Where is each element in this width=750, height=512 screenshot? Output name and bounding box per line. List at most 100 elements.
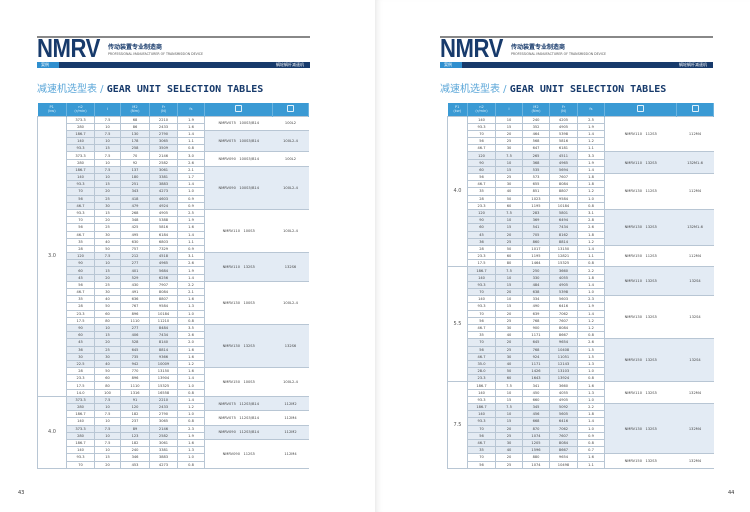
value-cell: 7607: [549, 316, 578, 325]
value-cell: 35: [467, 331, 496, 340]
value-cell: 20: [495, 287, 523, 297]
value-cell: 40: [94, 237, 121, 246]
model: NMRV130: [624, 426, 643, 431]
value-cell: 7.5: [495, 402, 523, 412]
table-row: 280 10 123 2582 1.9: [38, 431, 309, 440]
value-cell: 68: [120, 115, 150, 124]
value-cell: 258: [120, 144, 150, 153]
value-cell: 35: [467, 446, 496, 455]
value-cell: 1.2: [177, 402, 205, 412]
value-cell: 373.3: [66, 424, 95, 433]
value-cell: 56: [66, 280, 95, 290]
value-cell: 10: [94, 431, 121, 440]
model: NMRV075: [218, 121, 236, 126]
value-cell: 3061: [149, 165, 178, 175]
table-row: 28 50 1023 9584 1.0: [448, 194, 714, 203]
table-row: 60 15 541 7434 2.6: [448, 223, 714, 232]
value-cell: 25: [495, 316, 523, 325]
model-cell: NMRV090 100S5/B14: [204, 165, 273, 210]
value-cell: 186.7: [66, 410, 95, 419]
value-cell: 20: [94, 216, 121, 225]
value-cell: 1.4: [177, 180, 205, 189]
value-cell: 13103: [549, 367, 578, 376]
table-row: 90 10 277 4965 2.6: [38, 259, 309, 268]
value-cell: 20: [94, 187, 121, 196]
value-cell: 9584: [549, 194, 578, 203]
value-cell: 25: [495, 431, 523, 440]
value-cell: 186.7: [467, 402, 496, 412]
value-cell: 4924: [149, 201, 178, 210]
value-cell: 15: [495, 280, 523, 290]
motor-frame: 132S5: [645, 459, 657, 463]
value-cell: 1.4: [577, 244, 605, 254]
flange-cell: 112M4: [272, 438, 309, 469]
value-cell: 25: [94, 280, 121, 290]
value-cell: 2.3: [577, 295, 605, 304]
value-cell: 80: [94, 316, 121, 325]
flange-cell: 112M4: [676, 115, 714, 153]
value-cell: 2.2: [577, 402, 605, 412]
column-header: n2 (r/min): [66, 103, 95, 116]
flange-cell: 100L2: [272, 115, 309, 131]
value-cell: 0.8: [177, 388, 205, 397]
value-cell: 1.1: [577, 144, 605, 153]
value-cell: 2.6: [177, 259, 205, 268]
value-cell: 15: [495, 165, 523, 175]
motor-frame: 112S5/B14: [239, 415, 260, 420]
flange-cell: 100L2-4: [272, 129, 309, 153]
value-cell: 2.2: [577, 266, 605, 275]
value-cell: 15: [495, 223, 523, 232]
value-cell: 1074: [522, 460, 550, 469]
table-row: 93.3 15 660 4905 1.0: [448, 395, 714, 405]
value-cell: 10: [94, 122, 121, 131]
motor-frame: 100S5/B14: [239, 185, 260, 190]
value-cell: 20: [495, 424, 523, 433]
value-cell: 25: [495, 460, 523, 469]
value-cell: 10: [94, 158, 121, 167]
flange-cell: 100L2: [272, 151, 309, 167]
value-cell: 17.5: [467, 259, 496, 268]
value-cell: 186.7: [66, 438, 95, 448]
model: NMRV090: [218, 157, 236, 162]
value-cell: 23.3: [467, 201, 496, 210]
motor-frame: 112S5: [645, 254, 657, 259]
value-cell: 120: [467, 151, 496, 160]
value-cell: 1023: [522, 194, 550, 203]
column-header: [604, 103, 677, 116]
value-cell: 45: [467, 230, 496, 239]
value-cell: 456: [522, 410, 550, 419]
model: NMRV130: [222, 344, 241, 348]
value-cell: 237: [120, 417, 150, 426]
value-cell: 60: [94, 374, 121, 383]
table-row: 140 10 456 5605 1.8: [448, 410, 714, 419]
value-cell: 6416: [549, 417, 578, 426]
value-cell: 1.0: [177, 453, 205, 462]
motor-frame: 112S5: [243, 451, 255, 456]
value-cell: 2.6: [577, 223, 605, 232]
value-cell: 1.4: [177, 395, 205, 405]
value-cell: 25: [94, 194, 121, 203]
model-cell: NMRV110 132S5: [604, 266, 677, 297]
flange-cell: 112M4: [272, 410, 309, 426]
value-cell: 186.7: [66, 129, 95, 139]
flange-cell: 112M2: [272, 395, 309, 412]
value-cell: 140: [467, 410, 496, 419]
value-cell: 8084: [549, 323, 578, 333]
motor-frame: 132S5: [645, 160, 657, 165]
value-cell: 28: [66, 244, 95, 254]
table-row: 70 20 453 4273 0.8: [38, 460, 309, 469]
model: NMRV110: [624, 131, 643, 136]
model: NMRV130: [624, 225, 643, 230]
value-cell: 0.8: [177, 316, 205, 325]
table-row: 93.3 15 484 4905 1.4: [448, 280, 714, 290]
value-cell: 6256: [149, 273, 178, 282]
tagline-cn: 传动装置专业制造商: [511, 44, 566, 51]
model: NMRV130: [624, 189, 643, 194]
value-cell: 1195: [522, 252, 550, 261]
value-cell: 7.5: [94, 129, 121, 139]
value-cell: 20: [495, 129, 523, 139]
value-cell: 93.3: [66, 144, 95, 153]
value-cell: 28: [66, 367, 95, 376]
value-cell: 860: [522, 237, 550, 246]
model-cell: NMRV090 112S5: [204, 438, 273, 469]
